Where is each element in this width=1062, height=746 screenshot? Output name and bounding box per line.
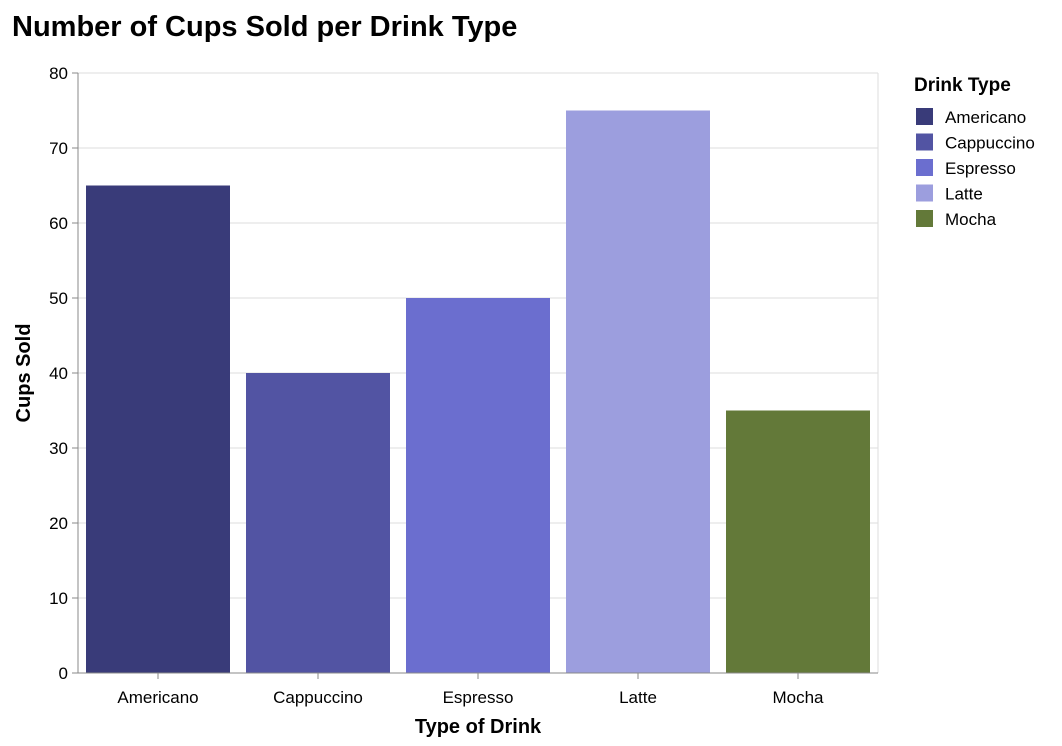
bar-mocha xyxy=(726,410,870,673)
bar-cappuccino xyxy=(246,373,390,673)
y-tick-label: 80 xyxy=(49,64,68,83)
legend-swatch xyxy=(916,108,933,125)
axes: 0 10 20 30 40 50 60 70 80 Americano Cappuccino Espr… xyxy=(49,64,878,707)
legend-label: Cappuccino xyxy=(945,134,1035,153)
x-tick-label: Mocha xyxy=(772,688,824,707)
legend: Drink Type Americano Cappuccino Espresso La… xyxy=(914,75,1035,229)
bar-espresso xyxy=(406,298,550,673)
legend-label: Espresso xyxy=(945,159,1016,178)
legend-swatch xyxy=(916,210,933,227)
y-tick-label: 10 xyxy=(49,589,68,608)
legend-label: Americano xyxy=(945,108,1026,127)
x-tick-label: Latte xyxy=(619,688,657,707)
y-tick-label: 40 xyxy=(49,364,68,383)
x-tick-label: Cappuccino xyxy=(273,688,363,707)
x-axis-title: Type of Drink xyxy=(415,716,542,738)
chart-title: Number of Cups Sold per Drink Type xyxy=(12,11,517,43)
legend-label: Latte xyxy=(945,185,983,204)
y-tick-label: 20 xyxy=(49,514,68,533)
legend-swatch xyxy=(916,159,933,176)
legend-title: Drink Type xyxy=(914,75,1011,96)
x-tick-label: Americano xyxy=(117,688,198,707)
y-tick-label: 70 xyxy=(49,139,68,158)
legend-label: Mocha xyxy=(945,210,997,229)
bar-latte xyxy=(566,110,710,673)
bars xyxy=(86,110,870,673)
y-tick-label: 30 xyxy=(49,439,68,458)
y-tick-label: 0 xyxy=(59,664,68,683)
bar-americano xyxy=(86,185,230,673)
y-tick-label: 50 xyxy=(49,289,68,308)
legend-swatch xyxy=(916,184,933,202)
y-tick-label: 60 xyxy=(49,214,68,233)
legend-swatch xyxy=(916,133,933,151)
y-axis-title: Cups Sold xyxy=(13,324,35,423)
x-tick-label: Espresso xyxy=(443,688,514,707)
